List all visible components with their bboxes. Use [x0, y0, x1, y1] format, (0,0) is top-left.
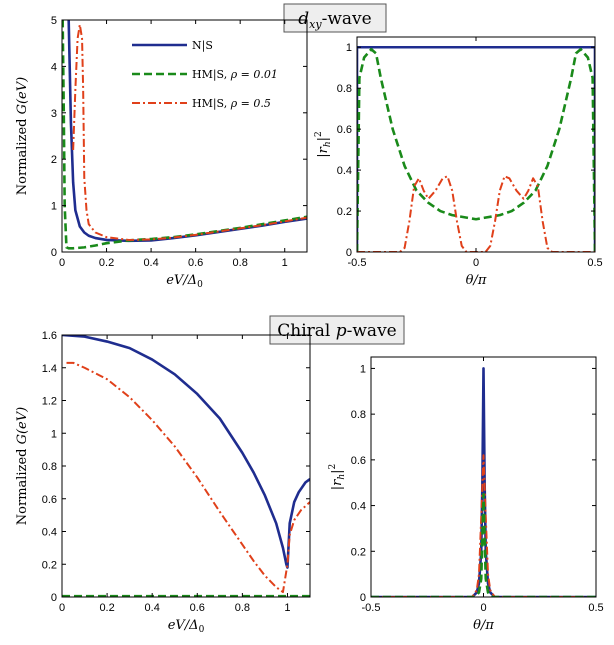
section-title-chiral-text: Chiral p-wave: [277, 321, 397, 341]
section-title-dxy-text: dxy-wave: [298, 9, 371, 31]
x-tick-label: 0.6: [190, 602, 205, 614]
y-tick-label: 0.4: [351, 501, 366, 513]
series-line-hm05-panel-3: [371, 454, 596, 597]
x-tick-label: 0.4: [143, 257, 158, 269]
y-tick-label: 1.4: [42, 363, 57, 375]
y-tick-label: 0.8: [42, 461, 57, 473]
y-tick-label: 0: [346, 247, 352, 259]
panel-0-ylabel: Normalized G(eV): [15, 77, 30, 195]
chart-panel-1: -0.5 0 0.500.20.40.60.81θ/π|rh|2: [314, 36, 603, 288]
y-tick-label: 3: [51, 108, 57, 120]
y-tick-label: 1: [51, 201, 57, 213]
y-tick-label: 0.4: [42, 527, 57, 539]
series-line-ns-panel-0: [67, 20, 307, 243]
y-tick-label: 2: [51, 154, 57, 166]
x-tick-label: -0.5: [348, 257, 367, 269]
panel-0-frame: [61, 19, 308, 253]
panel-1-ylabel: |rh|2: [314, 131, 333, 158]
panel-3-ylabel: |rh|2: [328, 464, 347, 491]
x-tick-label: 0.2: [99, 257, 114, 269]
y-tick-label: 4: [51, 61, 57, 73]
y-tick-label: 1: [346, 42, 352, 54]
series-line-hm05-panel-1: [357, 175, 595, 252]
y-tick-label: 1.2: [42, 396, 57, 408]
series-line-hm05-panel-2: [66, 361, 310, 594]
section-title-chiral: Chiral p-wave: [269, 315, 405, 345]
y-tick-label: 0: [360, 592, 366, 604]
x-tick-label: 0.8: [233, 257, 248, 269]
y-tick-label: 0.6: [337, 124, 352, 136]
y-tick-label: 5: [51, 15, 57, 27]
y-tick-label: 1: [360, 363, 366, 375]
series-line-hm05-panel-0: [72, 23, 307, 241]
x-tick-label: 0.6: [188, 257, 203, 269]
x-tick-label: 0.4: [145, 602, 160, 614]
x-tick-label: 1: [284, 602, 290, 614]
x-tick-label: 0.2: [99, 602, 114, 614]
y-tick-label: 0.6: [351, 455, 366, 467]
panel-2-ylabel: Normalized G(eV): [15, 407, 30, 525]
legend-entry-label: HM|S, ρ = 0.01: [192, 68, 278, 82]
x-tick-label: 0: [480, 602, 486, 614]
y-tick-label: 0: [51, 592, 57, 604]
x-tick-label: 1: [282, 257, 288, 269]
y-tick-label: 0.2: [42, 559, 57, 571]
chart-panel-0: 0 0.2 0.4 0.6 0.8 1 0 1 2 3 4 5 eV/Δ0 Normalized G(eV…: [15, 15, 308, 290]
x-tick-label: -0.5: [362, 602, 381, 614]
y-tick-label: 0.2: [337, 206, 352, 218]
y-tick-label: 1.6: [42, 330, 57, 342]
chart-panel-2: 0 0.2 0.4 0.6 0.8 1 0 0.2 0.4 0.6 0.8 1 1.2 1.4 1.6 eV/…: [15, 330, 311, 635]
y-tick-label: 0.2: [351, 546, 366, 558]
legend-entry-label: N|S: [192, 39, 213, 53]
series-line-ns-panel-2: [62, 335, 310, 569]
legend-entry-label: HM|S, ρ = 0.5: [192, 97, 271, 111]
series-line-hm001-panel-1: [357, 47, 595, 252]
y-tick-label: 0.4: [337, 165, 352, 177]
y-tick-label: 0.8: [337, 83, 352, 95]
panel-3-xlabel: θ/π: [473, 618, 494, 633]
section-title-dxy: dxy-wave: [283, 3, 387, 33]
panel-0-xlabel: eV/Δ0: [166, 273, 203, 290]
panel-1-xlabel: θ/π: [466, 273, 487, 288]
series-line-ns-panel-1: [357, 45, 595, 252]
panel-2-xlabel: eV/Δ0: [168, 618, 205, 635]
x-tick-label: 0: [473, 257, 479, 269]
series-line-hm001-panel-3: [371, 492, 596, 597]
x-tick-label: 0.8: [235, 602, 250, 614]
x-tick-label: 0: [59, 602, 65, 614]
legend: N|S HM|S, ρ = 0.01 HM|S, ρ = 0.5: [132, 39, 278, 111]
y-tick-label: 0.8: [351, 409, 366, 421]
y-tick-label: 0: [51, 247, 57, 259]
x-tick-label: 0.5: [588, 602, 603, 614]
y-tick-label: 1: [51, 428, 57, 440]
chart-panel-3: -0.5 0 0.500.20.40.60.81θ/π|rh|2: [328, 356, 604, 633]
x-tick-label: 0.5: [587, 257, 602, 269]
series-line-ns-panel-3: [371, 367, 596, 597]
y-tick-label: 0.6: [42, 494, 57, 506]
x-tick-label: 0: [59, 257, 65, 269]
series-line-hm001-panel-0: [62, 20, 307, 250]
